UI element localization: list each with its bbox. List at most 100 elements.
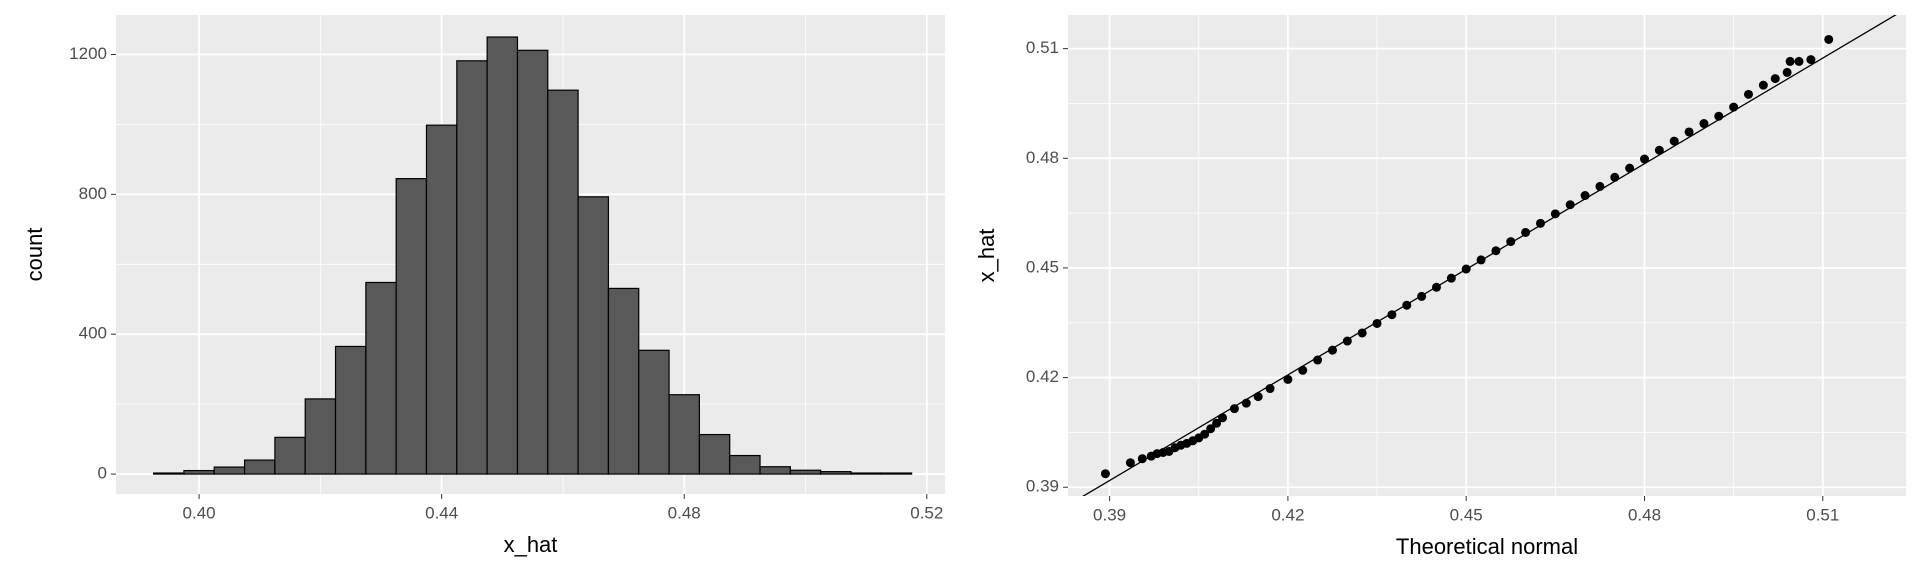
point <box>1550 209 1560 219</box>
plot-area <box>152 36 913 475</box>
point <box>1265 384 1275 394</box>
point <box>1535 218 1545 228</box>
point <box>1417 291 1427 301</box>
y-tick-label: 800 <box>79 184 107 203</box>
bar <box>729 454 761 475</box>
point <box>1212 418 1222 428</box>
reference-line <box>1082 15 1897 496</box>
point <box>1744 89 1754 99</box>
bar <box>850 472 882 475</box>
point <box>1785 56 1795 66</box>
point <box>1229 404 1239 414</box>
y-tick-label: 0.42 <box>1026 367 1059 386</box>
point <box>1782 67 1792 77</box>
bar <box>516 49 549 475</box>
point <box>1200 429 1210 439</box>
y-tick-label: 0.39 <box>1026 477 1059 496</box>
point <box>1283 374 1293 384</box>
bar <box>334 345 367 475</box>
point <box>1506 237 1516 247</box>
point <box>1327 345 1337 355</box>
point <box>1241 398 1251 408</box>
bar <box>365 281 397 475</box>
point <box>1758 80 1768 90</box>
point <box>1125 458 1135 468</box>
point <box>1137 454 1147 464</box>
bar <box>577 196 610 475</box>
point <box>1476 255 1486 265</box>
point <box>1402 300 1412 310</box>
bar <box>274 436 306 475</box>
point <box>1100 469 1110 479</box>
bar <box>152 472 185 475</box>
point <box>1794 56 1804 66</box>
point <box>1565 200 1575 210</box>
point <box>1684 127 1694 137</box>
x-tick-label: 0.51 <box>1806 505 1839 524</box>
point <box>1431 282 1441 292</box>
bar <box>243 459 276 475</box>
x-axis-title: Theoretical normal <box>1396 534 1578 559</box>
x-tick-label: 0.44 <box>425 503 458 522</box>
bar <box>425 124 458 475</box>
y-tick-label: 400 <box>79 324 107 343</box>
point <box>1357 328 1367 338</box>
bar <box>820 471 852 475</box>
point <box>1699 119 1709 129</box>
x-tick-label: 0.48 <box>668 503 701 522</box>
bar <box>698 433 731 475</box>
y-tick-label: 0.51 <box>1026 38 1059 57</box>
bar <box>759 466 791 475</box>
point <box>1770 74 1780 84</box>
bar <box>456 60 488 475</box>
point <box>1218 413 1228 423</box>
bar <box>547 89 579 475</box>
point <box>1387 310 1397 320</box>
bar <box>789 469 822 475</box>
point <box>1342 336 1352 346</box>
x-axis-title: x_hat <box>504 532 558 557</box>
point <box>1714 111 1724 121</box>
plot-area <box>1082 15 1897 496</box>
x-tick-label: 0.39 <box>1093 505 1126 524</box>
point <box>1580 191 1590 201</box>
point <box>1372 318 1382 328</box>
y-tick-label: 0.48 <box>1026 148 1059 167</box>
point <box>1610 172 1620 182</box>
bar <box>486 36 519 475</box>
bar <box>395 178 428 475</box>
point <box>1491 246 1501 256</box>
point <box>1521 227 1531 237</box>
x-tick-label: 0.52 <box>910 503 943 522</box>
point <box>1639 154 1649 164</box>
x-tick-label: 0.48 <box>1628 505 1661 524</box>
x-tick-label: 0.45 <box>1450 505 1483 524</box>
bar <box>638 349 670 475</box>
y-tick-label: 0.45 <box>1026 257 1059 276</box>
point <box>1824 34 1834 44</box>
point <box>1595 181 1605 191</box>
point <box>1729 102 1739 112</box>
bar <box>213 466 246 475</box>
bar <box>183 469 215 475</box>
y-axis-title: count <box>22 228 47 282</box>
point <box>1625 163 1635 173</box>
point <box>1313 355 1323 365</box>
point <box>1461 264 1471 274</box>
point <box>1654 145 1664 155</box>
panel-background <box>1068 15 1906 496</box>
point <box>1669 136 1679 146</box>
point <box>1298 365 1308 375</box>
bar <box>304 398 337 475</box>
point <box>1206 424 1216 434</box>
bar <box>607 287 640 475</box>
y-tick-label: 0 <box>98 464 107 483</box>
x-tick-label: 0.40 <box>183 503 216 522</box>
bar <box>668 394 700 475</box>
bar <box>880 472 913 475</box>
point <box>1253 392 1263 402</box>
y-axis-title: x_hat <box>974 229 999 283</box>
x-tick-label: 0.42 <box>1271 505 1304 524</box>
point <box>1446 273 1456 283</box>
